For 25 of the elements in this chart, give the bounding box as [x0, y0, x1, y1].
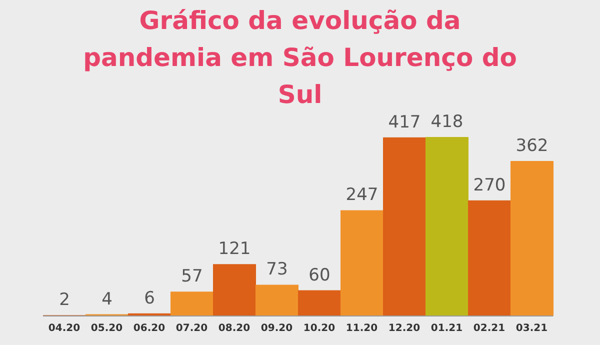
data-label: 270 — [473, 175, 506, 196]
data-label: 60 — [308, 265, 330, 286]
data-label: 418 — [430, 112, 464, 132]
data-label: 73 — [266, 260, 288, 280]
data-label: 417 — [388, 112, 421, 132]
data-label: 2 — [59, 290, 70, 310]
x-tick-label: 01.21 — [430, 323, 463, 334]
data-label: 121 — [218, 239, 251, 260]
x-tick-label: 12.20 — [388, 323, 420, 334]
x-tick-label: 07.20 — [176, 323, 208, 334]
x-tick-label: 06.20 — [133, 323, 166, 334]
x-tick-label: 04.20 — [48, 323, 80, 334]
data-label: 4 — [102, 289, 112, 310]
x-tick-label: 10.20 — [303, 323, 336, 334]
x-tick-label: 05.20 — [90, 323, 123, 334]
chart-title: Gráfico da evolução da pandemia em São Lourenço do Sul — [82, 5, 518, 111]
data-label: 6 — [144, 288, 155, 308]
data-label: 57 — [181, 266, 203, 287]
x-tick-label: 03.21 — [516, 323, 548, 334]
x-tick-label: 09.20 — [260, 323, 293, 334]
x-tick-label: 02.21 — [473, 323, 506, 334]
x-tick-label: 11.20 — [346, 323, 378, 334]
x-tick-label: 08.20 — [218, 323, 250, 334]
data-label: 362 — [516, 136, 548, 156]
data-label: 247 — [346, 185, 378, 206]
